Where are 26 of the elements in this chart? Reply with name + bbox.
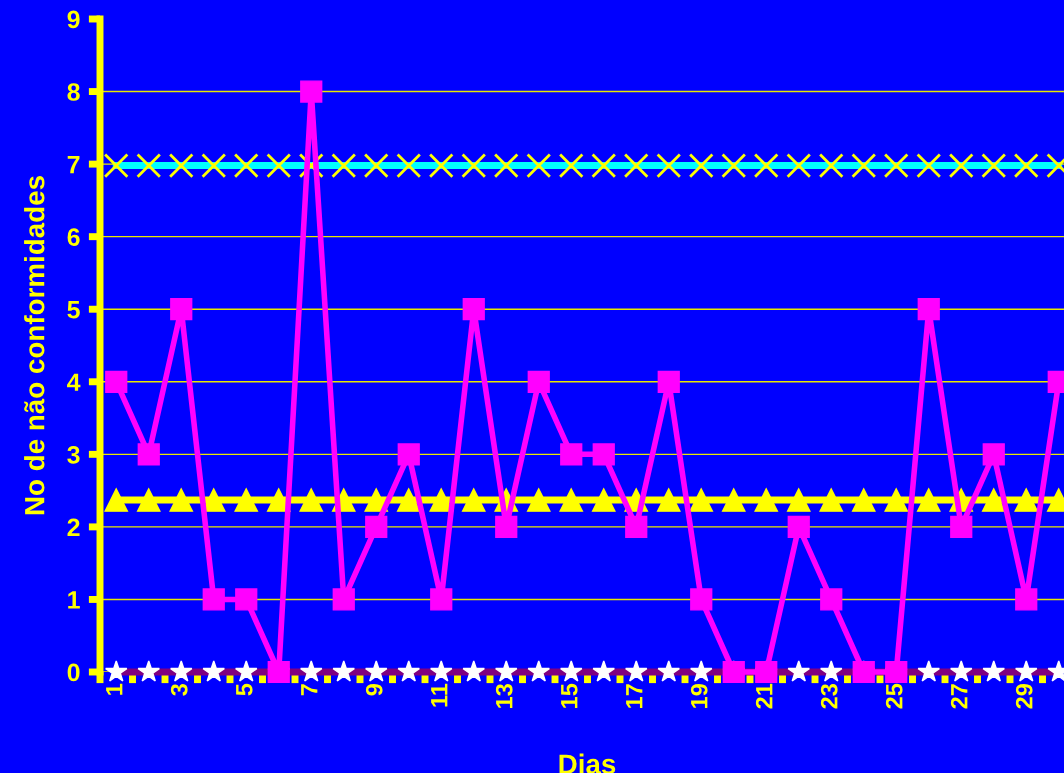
y-tick-label: 4 bbox=[67, 373, 81, 391]
x-tick-label: 1 bbox=[106, 683, 123, 695]
x-tick-label: 21 bbox=[755, 683, 773, 709]
x-tick-label: 11 bbox=[431, 683, 448, 707]
x-tick-label: 23 bbox=[820, 683, 838, 709]
y-tick-label: 8 bbox=[67, 83, 80, 101]
x-tick-label: 27 bbox=[950, 684, 968, 709]
y-tick-label: 9 bbox=[67, 10, 80, 29]
y-tick-label: 1 bbox=[68, 591, 80, 609]
x-tick-label: 15 bbox=[561, 683, 578, 708]
x-tick-label: 17 bbox=[626, 684, 643, 708]
y-tick-label: 5 bbox=[67, 301, 80, 319]
x-tick-label: 9 bbox=[365, 683, 383, 696]
x-tick-label: 19 bbox=[690, 683, 708, 708]
x-tick-label: 7 bbox=[301, 684, 318, 696]
y-axis-title: No de não conformidades bbox=[24, 176, 45, 515]
y-tick-label: 7 bbox=[67, 155, 80, 174]
y-tick-label: 2 bbox=[67, 518, 80, 536]
y-tick-label: 6 bbox=[67, 228, 80, 246]
y-tick-label: 0 bbox=[67, 663, 80, 682]
y-tick-label: 3 bbox=[67, 445, 80, 464]
x-tick-label: 25 bbox=[885, 683, 903, 709]
x-tick-label: 13 bbox=[495, 683, 513, 708]
x-tick-label: 5 bbox=[236, 683, 253, 696]
x-tick-label: 3 bbox=[170, 683, 188, 696]
x-tick-label: 29 bbox=[1015, 683, 1033, 709]
